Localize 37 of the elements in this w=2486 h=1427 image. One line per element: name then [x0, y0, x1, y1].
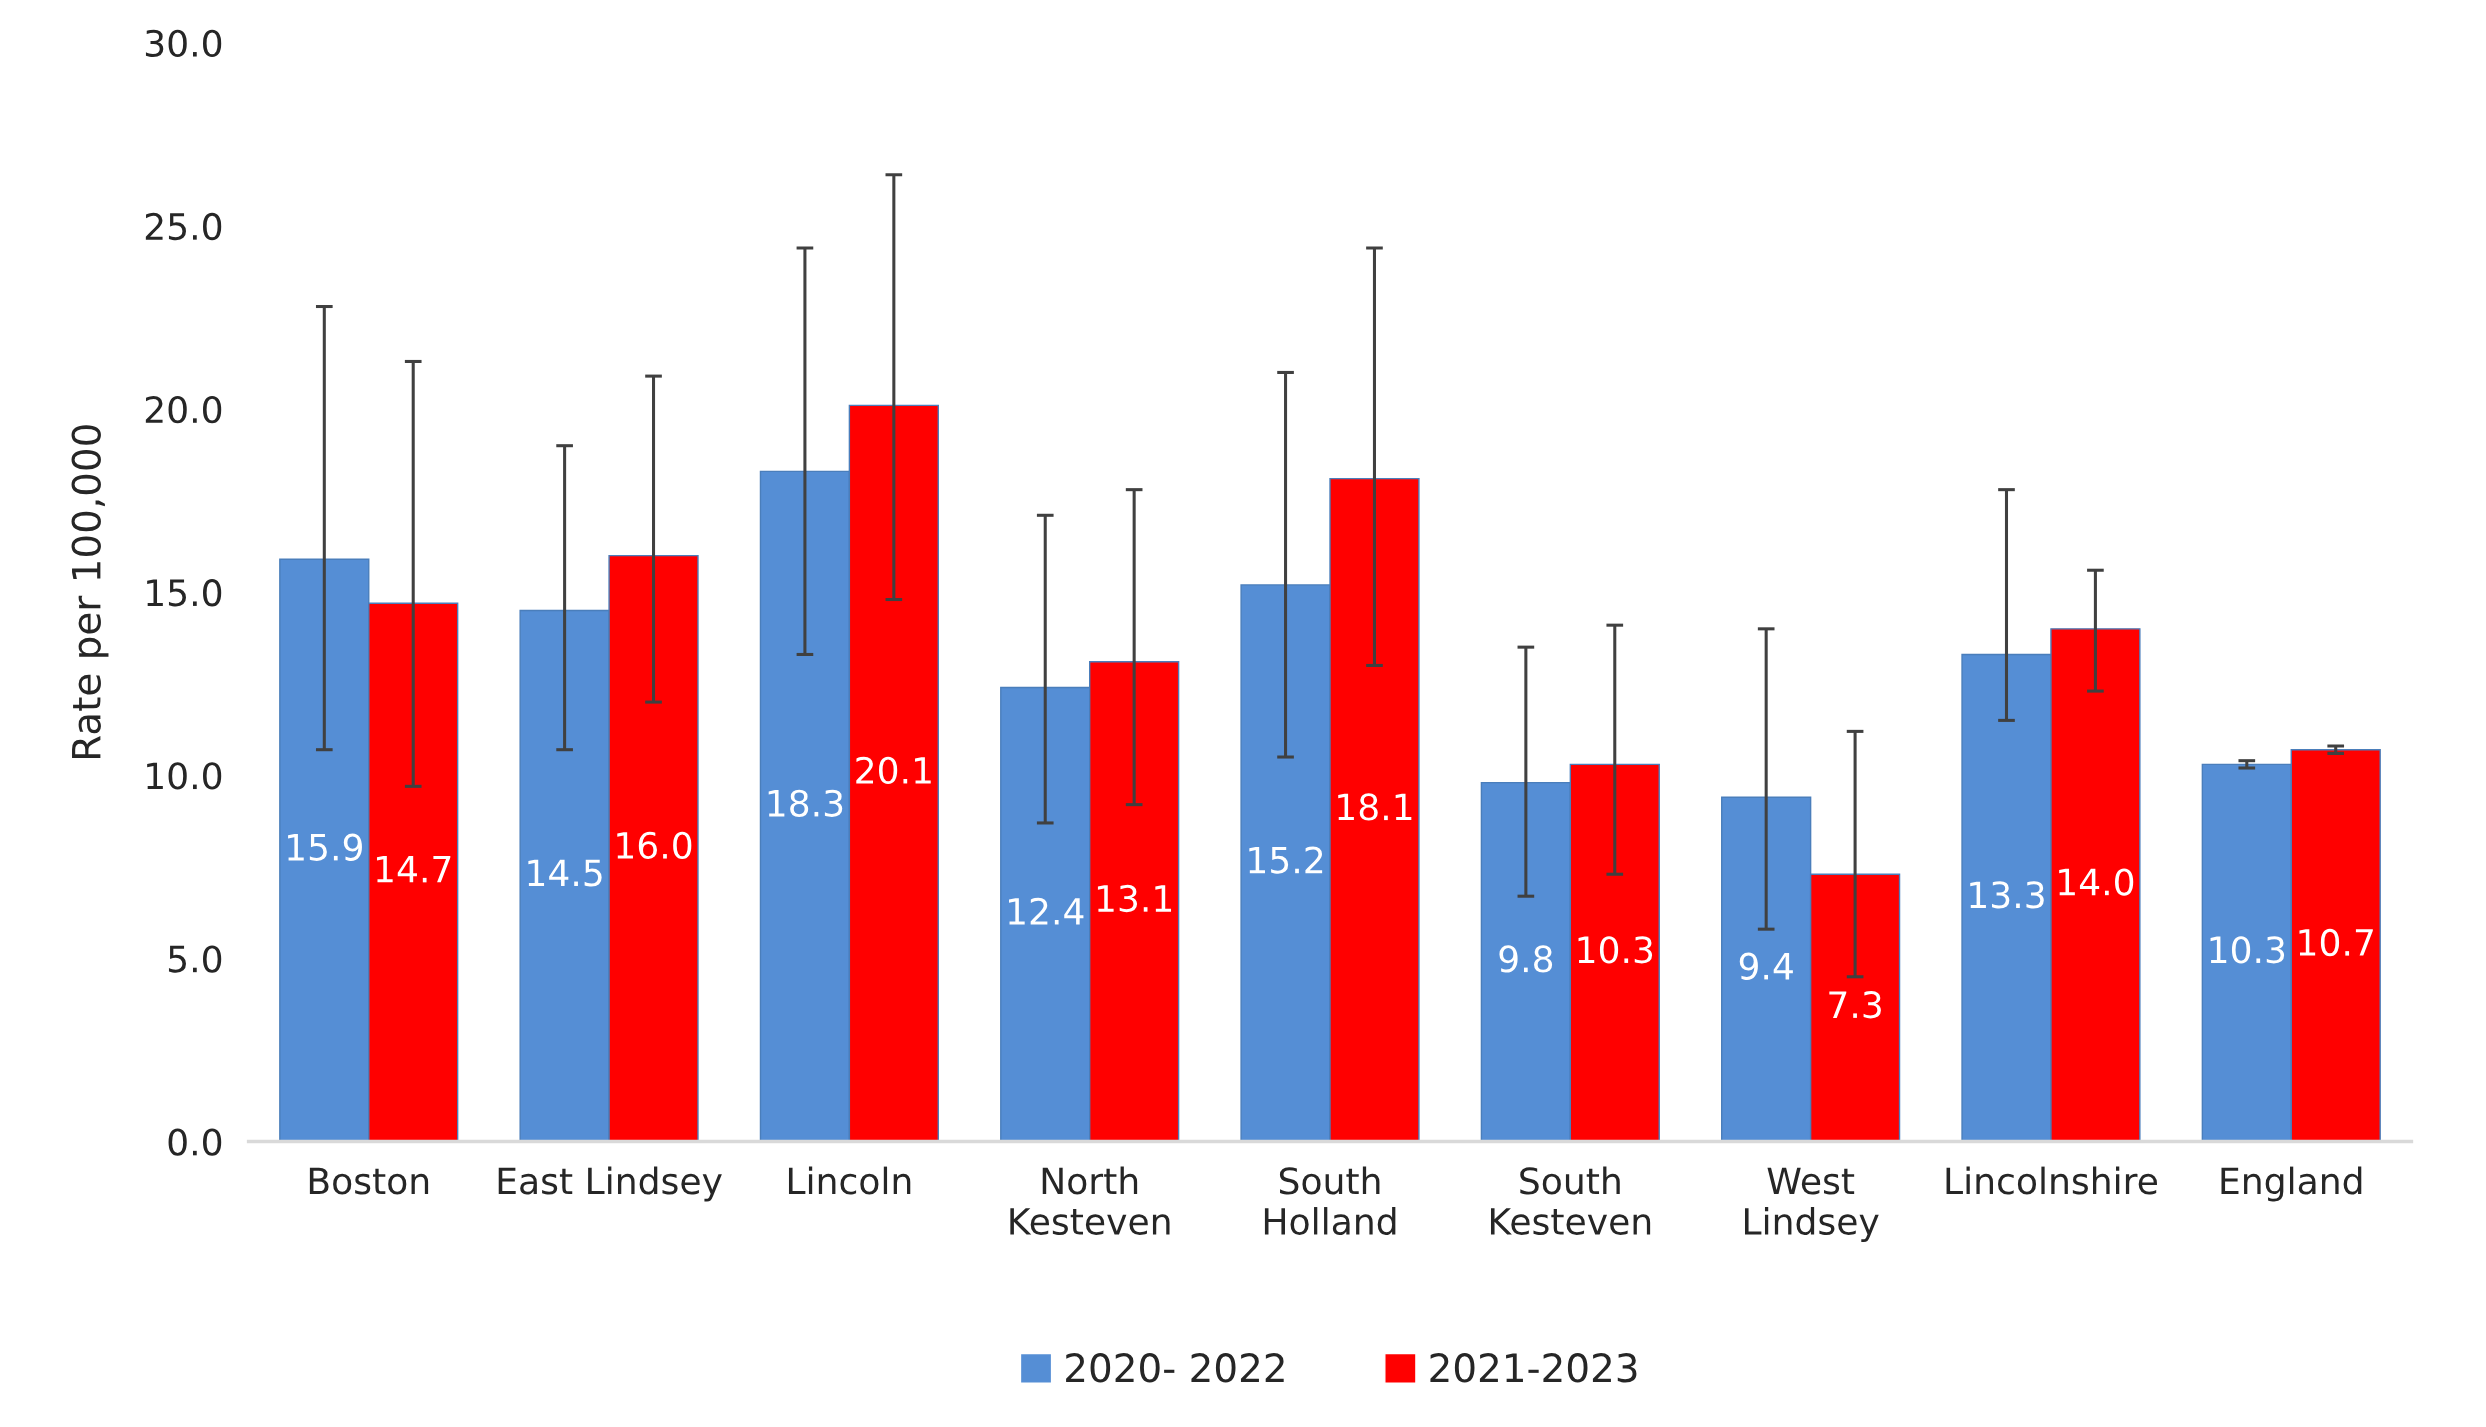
x-tick-label: England — [2221, 1166, 2362, 1202]
data-label: 13.3 — [1970, 881, 2044, 909]
data-label: 14.7 — [376, 856, 451, 883]
x-tick-label: Lincoln — [788, 1166, 911, 1195]
y-tick-label: 15.0 — [147, 579, 222, 607]
legend-label: 2021-2023 — [1430, 1353, 1637, 1383]
data-label: 12.4 — [1009, 897, 1084, 925]
x-tick-label: West Lindsey — [1745, 1167, 1879, 1242]
x-tick-label: North Kesteven — [1010, 1166, 1170, 1235]
data-label: 14.0 — [2059, 868, 2134, 896]
data-label: 9.4 — [1739, 952, 1793, 980]
y-tick-label: 0.0 — [168, 1128, 222, 1156]
data-label: 18.1 — [1338, 793, 1412, 821]
x-tick-label: Lincolnshire — [1946, 1166, 2157, 1195]
x-tick-label: South Kesteven — [1490, 1166, 1651, 1235]
data-label: 7.3 — [1829, 991, 1881, 1019]
data-label: 14.5 — [528, 859, 602, 887]
x-tick-label: East Lindsey — [498, 1166, 722, 1202]
data-label: 13.1 — [1097, 884, 1172, 913]
legend-label: 2020- 2022 — [1066, 1353, 1284, 1383]
data-label: 10.7 — [2299, 928, 2373, 957]
data-label: 15.9 — [288, 833, 362, 861]
data-label: 16.0 — [617, 831, 692, 860]
data-label: 10.3 — [1578, 936, 1653, 964]
y-tick-label: 5.0 — [168, 945, 222, 973]
x-tick-label: Boston — [309, 1167, 429, 1195]
data-label: 10.3 — [2210, 936, 2285, 964]
y-tick-label: 30.0 — [145, 29, 222, 58]
y-axis-title: Rate per 100,000 — [71, 425, 109, 759]
data-label: 15.2 — [1249, 846, 1323, 874]
data-label: 20.1 — [856, 756, 931, 784]
y-tick-label: 10.0 — [147, 762, 222, 790]
y-tick-label: 25.0 — [145, 212, 222, 241]
data-label: 9.8 — [1499, 945, 1553, 973]
data-label: 18.3 — [768, 789, 843, 817]
x-tick-label: South Holland — [1264, 1166, 1396, 1235]
y-tick-label: 20.0 — [145, 395, 222, 424]
